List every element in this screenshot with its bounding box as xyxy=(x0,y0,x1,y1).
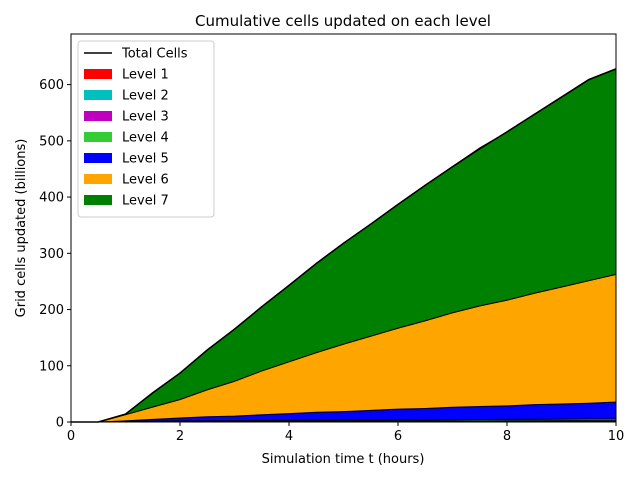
total-line-layer xyxy=(71,68,617,423)
y-tick-label: 0 xyxy=(56,416,64,431)
y-axis-ticks: 0 100 200 300 400 500 600 xyxy=(39,78,71,431)
legend-swatch-level-2 xyxy=(84,90,112,100)
legend-label: Level 5 xyxy=(122,152,169,167)
y-tick-label: 100 xyxy=(39,359,64,374)
legend-frame xyxy=(77,40,215,218)
legend-swatch-level-6 xyxy=(84,174,112,184)
legend-swatch-level-7 xyxy=(84,195,112,205)
x-tick-label: 8 xyxy=(503,429,511,444)
x-tick-label: 10 xyxy=(608,429,625,444)
x-tick-label: 4 xyxy=(285,429,293,444)
x-axis-label: Simulation time t (hours) xyxy=(262,452,425,467)
legend: Total Cells Level 1 Level 2 Level 3 Level 4 L… xyxy=(77,40,215,218)
y-tick-label: 400 xyxy=(39,191,64,206)
legend-swatch-level-1 xyxy=(84,69,112,79)
y-tick-label: 600 xyxy=(39,78,64,93)
legend-swatch-level-3 xyxy=(84,111,112,121)
legend-label: Level 1 xyxy=(122,68,169,83)
y-tick-label: 200 xyxy=(39,303,64,318)
total-cells-line xyxy=(71,68,617,423)
y-tick-label: 300 xyxy=(39,247,64,262)
x-axis-ticks: 0 2 4 6 8 10 xyxy=(67,422,624,444)
legend-label: Level 3 xyxy=(122,110,169,125)
legend-label: Total Cells xyxy=(121,47,188,62)
x-tick-label: 6 xyxy=(394,429,402,444)
legend-swatch-level-4 xyxy=(84,132,112,142)
legend-label: Level 6 xyxy=(122,173,169,188)
chart-title: Cumulative cells updated on each level xyxy=(195,12,491,30)
legend-swatch-level-5 xyxy=(84,153,112,163)
x-tick-label: 2 xyxy=(176,429,184,444)
y-axis-label: Grid cells updated (billions) xyxy=(14,139,29,318)
x-tick-label: 0 xyxy=(67,429,75,444)
legend-label: Level 7 xyxy=(122,194,169,209)
plot-frame xyxy=(70,33,617,423)
y-tick-label: 500 xyxy=(39,134,64,149)
legend-label: Level 2 xyxy=(122,89,169,104)
legend-label: Level 4 xyxy=(122,131,169,146)
